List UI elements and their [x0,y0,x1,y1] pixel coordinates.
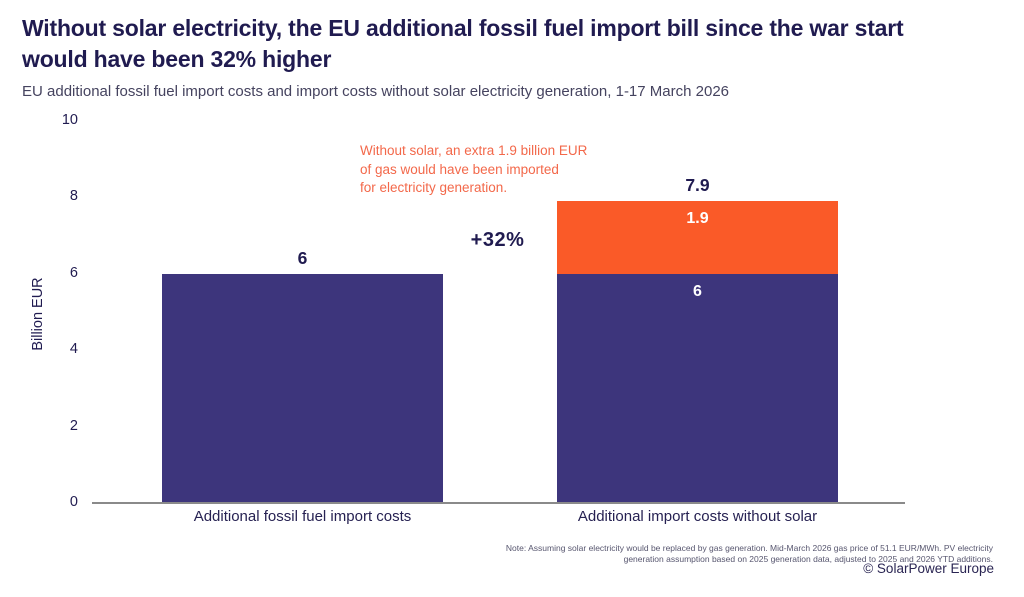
y-tick-label: 10 [61,112,78,128]
x-axis-category-label: Additional fossil fuel import costs [193,508,412,525]
y-axis-title: Billion EUR [30,277,46,351]
annotation-text: Without solar, an extra 1.9 billion EUR … [360,143,588,195]
bar-total-value: 6 [297,247,308,268]
percent-increase-label: +32% [470,229,525,251]
x-axis-category-label: Additional import costs without solar [577,508,818,525]
x-axis-line [92,502,905,504]
y-tick-label: 2 [69,417,78,434]
bar-segment: 1.9 [557,201,838,274]
y-tick-label: 6 [69,264,78,281]
bar-segment: 6 [557,273,838,503]
chart-title: Without solar electricity, the EU additi… [22,15,904,72]
copyright-label: © SolarPower Europe [863,561,994,576]
bar-segment [162,273,443,503]
y-tick-label: 4 [69,341,78,358]
y-tick-label: 0 [69,494,78,510]
bar-segment-value: 1.9 [686,210,709,228]
bar-total-value: 7.9 [685,175,710,196]
bar-segment-value: 6 [693,282,702,300]
y-tick-label: 8 [69,188,78,205]
footnote: Note: Assuming solar electricity would b… [505,543,993,564]
chart-subtitle: EU additional fossil fuel import costs a… [22,83,729,100]
